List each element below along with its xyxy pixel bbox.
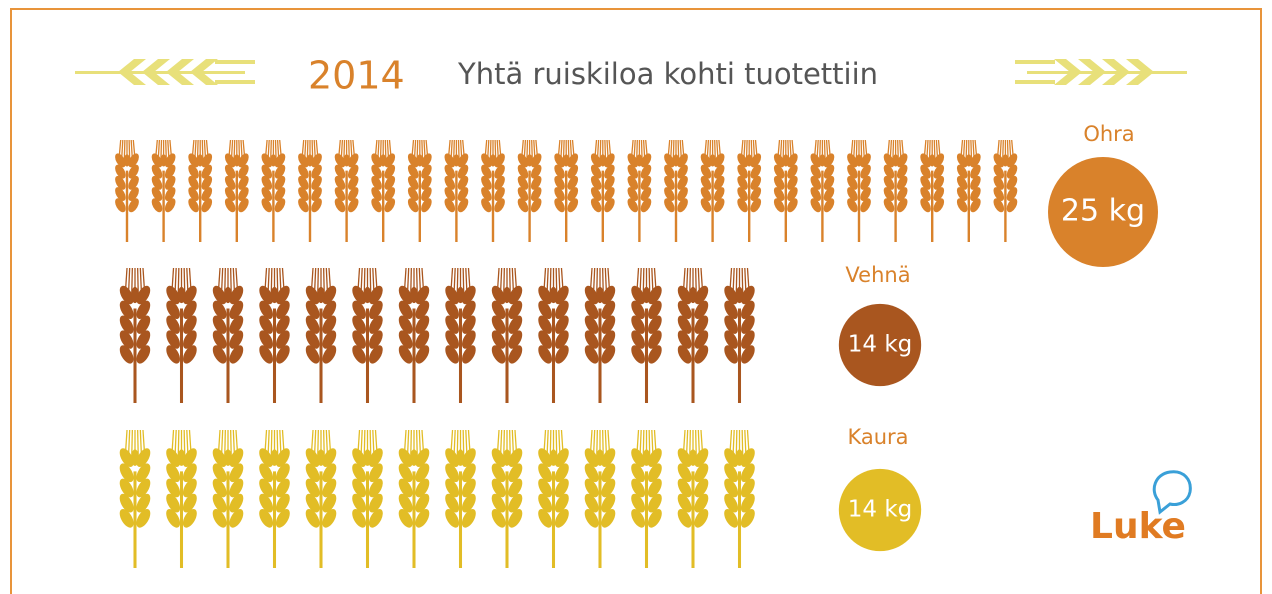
grain [550,449,558,466]
pictogram-row [117,268,758,403]
category-label: Kaura [847,425,908,449]
grain [966,154,972,166]
grain [689,287,697,303]
grain [893,154,899,166]
value-label: 14 kg [848,332,913,358]
grain [819,154,825,166]
grain [783,154,789,166]
grain [161,154,167,166]
value-label: 25 kg [1061,194,1145,229]
grain [636,154,642,166]
grain [271,449,279,466]
grain [643,449,651,466]
grain [503,449,511,466]
grain [563,154,569,166]
grain [344,154,350,166]
grain [689,449,697,466]
grain [380,154,386,166]
grain [224,287,232,303]
grain [596,449,604,466]
logo: Luke [1090,472,1190,547]
grain [197,154,203,166]
logo-text: Luke [1090,506,1186,547]
grain [673,154,679,166]
pictogram-row [113,140,1020,242]
grain [490,154,496,166]
grain [271,287,279,303]
grain [1002,154,1008,166]
grain [596,287,604,303]
grain [550,287,558,303]
grain [600,154,606,166]
grain [178,449,186,466]
chart-title: Yhtä ruiskiloa kohti tuotettiin [457,57,878,91]
pictogram-row [117,430,758,568]
grain [527,154,533,166]
grain [364,449,372,466]
grain [856,154,862,166]
grain [710,154,716,166]
grain [453,154,459,166]
grain [503,287,511,303]
year: 2014 [308,54,405,98]
grain [317,449,325,466]
category-label: Vehnä [845,263,910,287]
grain [410,449,418,466]
grain [643,287,651,303]
grain [307,154,313,166]
header-ornament-right [1015,59,1187,85]
grain [929,154,935,166]
grain [746,154,752,166]
category-label: Ohra [1083,122,1134,146]
grain [131,449,139,466]
grain [124,154,130,166]
grain [457,287,465,303]
grain [457,449,465,466]
grain [224,449,232,466]
grain [234,154,240,166]
grain [410,287,418,303]
grain [364,287,372,303]
infographic: 2014 Yhtä ruiskiloa kohti tuotettiin Luk… [0,0,1272,594]
grain [417,154,423,166]
header-ornament-left [75,59,255,85]
grain [270,154,276,166]
grain [317,287,325,303]
grain [178,287,186,303]
value-label: 14 kg [848,497,913,523]
grain [736,449,744,466]
grain [736,287,744,303]
grain [131,287,139,303]
